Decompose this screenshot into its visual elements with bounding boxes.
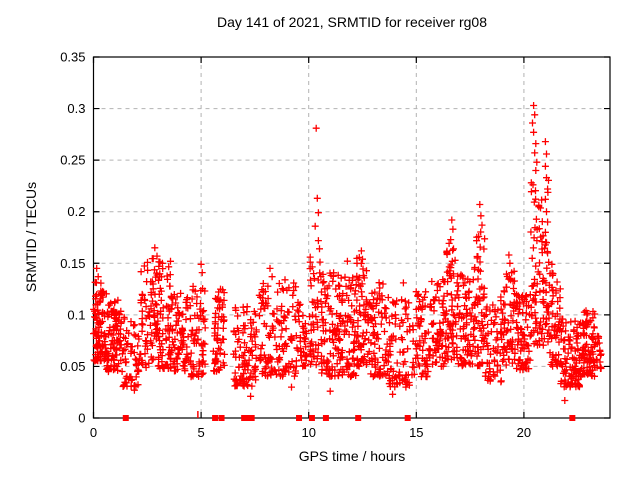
y-tick-label: 0.25 bbox=[60, 153, 85, 168]
plot-border bbox=[92, 56, 611, 419]
chart-title: Day 141 of 2021, SRMTID for receiver rg0… bbox=[216, 14, 487, 30]
y-tick-label: 0.3 bbox=[67, 101, 85, 116]
x-tick-label: 20 bbox=[517, 425, 531, 440]
x-tick-label: 15 bbox=[409, 425, 423, 440]
zero-square-markers bbox=[122, 415, 576, 421]
y-tick-label: 0.2 bbox=[67, 204, 85, 219]
y-tick-label: 0.05 bbox=[60, 359, 85, 374]
scatter-points bbox=[90, 102, 605, 404]
y-tick-label: 0.1 bbox=[67, 307, 85, 322]
y-tick-label: 0.15 bbox=[60, 256, 85, 271]
x-tick-label: 5 bbox=[197, 425, 204, 440]
x-tick-label: 0 bbox=[90, 425, 97, 440]
x-axis-label: GPS time / hours bbox=[298, 448, 406, 464]
x-tick-label: 10 bbox=[301, 425, 315, 440]
y-tick-label: 0 bbox=[78, 411, 85, 426]
y-tick-label: 0.35 bbox=[60, 50, 85, 65]
